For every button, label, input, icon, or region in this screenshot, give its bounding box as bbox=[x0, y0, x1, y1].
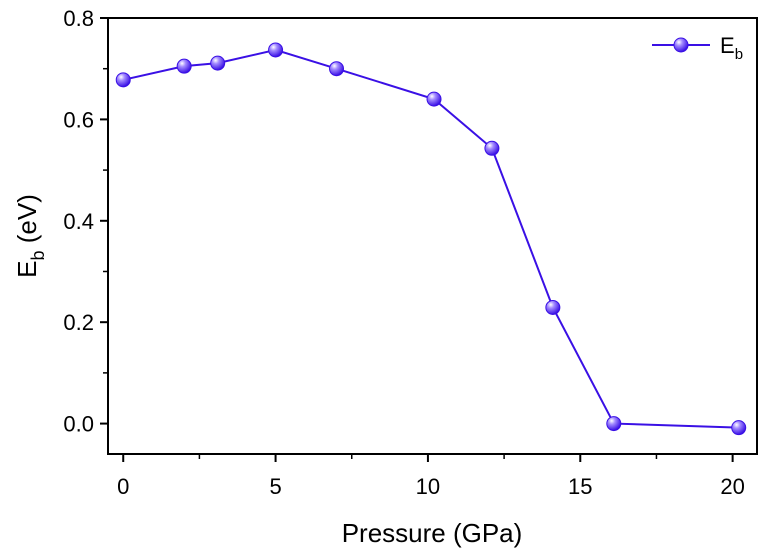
legend-label-sub: b bbox=[735, 46, 743, 63]
x-tick-label: 10 bbox=[416, 474, 440, 499]
data-point bbox=[545, 299, 561, 315]
svg-text:Eb (eV): Eb (eV) bbox=[12, 194, 48, 278]
data-point bbox=[210, 55, 226, 71]
y-tick-label: 0.8 bbox=[63, 6, 94, 31]
data-point bbox=[731, 420, 747, 436]
legend-label: Eb bbox=[720, 33, 743, 63]
x-tick-label: 15 bbox=[568, 474, 592, 499]
y-tick-label: 0.4 bbox=[63, 209, 94, 234]
y-axis-title-main: E bbox=[12, 261, 42, 278]
y-tick-label: 0.2 bbox=[63, 310, 94, 335]
data-point bbox=[606, 416, 622, 432]
legend-marker bbox=[673, 37, 689, 53]
data-point bbox=[426, 91, 442, 107]
data-point bbox=[329, 61, 345, 77]
y-axis-title-sub: b bbox=[28, 250, 48, 260]
y-tick-label: 0.6 bbox=[63, 107, 94, 132]
series-line-eb bbox=[123, 48, 739, 429]
legend: Eb bbox=[652, 33, 743, 63]
data-point bbox=[176, 58, 192, 74]
x-axis: 0 5 10 15 20 bbox=[117, 454, 745, 499]
data-point bbox=[268, 42, 284, 58]
y-axis: 0.0 0.2 0.4 0.6 0.8 bbox=[63, 6, 108, 437]
x-tick-label: 5 bbox=[269, 474, 281, 499]
legend-label-main: E bbox=[720, 33, 735, 58]
plot-frame bbox=[107, 17, 758, 455]
series-markers-eb bbox=[115, 42, 747, 436]
x-tick-label: 0 bbox=[117, 474, 129, 499]
data-point bbox=[115, 72, 131, 88]
x-tick-label: 20 bbox=[720, 474, 744, 499]
y-axis-title: Eb (eV) bbox=[12, 194, 48, 278]
y-axis-title-unit: (eV) bbox=[12, 194, 42, 250]
data-point bbox=[484, 140, 500, 156]
x-axis-title: Pressure (GPa) bbox=[342, 518, 523, 548]
y-tick-label: 0.0 bbox=[63, 412, 94, 437]
